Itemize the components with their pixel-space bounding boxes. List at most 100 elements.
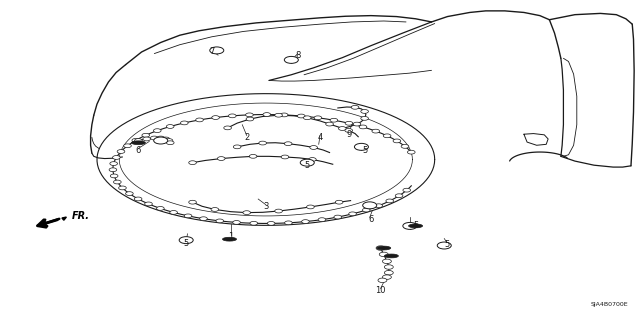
Circle shape <box>212 116 220 119</box>
Text: 10: 10 <box>375 286 386 295</box>
Circle shape <box>134 139 142 142</box>
Text: 8: 8 <box>295 51 300 60</box>
Circle shape <box>110 162 118 166</box>
Circle shape <box>303 116 311 120</box>
Circle shape <box>150 136 158 140</box>
Circle shape <box>170 211 177 214</box>
Circle shape <box>157 136 164 140</box>
Circle shape <box>189 161 196 165</box>
Circle shape <box>308 158 316 161</box>
Circle shape <box>218 157 225 160</box>
Circle shape <box>383 275 392 279</box>
Circle shape <box>110 174 118 178</box>
Circle shape <box>275 209 282 213</box>
Circle shape <box>281 155 289 159</box>
Circle shape <box>249 154 257 158</box>
Circle shape <box>408 150 415 154</box>
Circle shape <box>339 127 346 130</box>
Circle shape <box>285 221 292 225</box>
Circle shape <box>200 217 207 221</box>
Circle shape <box>301 220 309 224</box>
Circle shape <box>210 47 224 54</box>
Circle shape <box>385 271 394 275</box>
Circle shape <box>180 121 188 125</box>
Ellipse shape <box>408 224 422 228</box>
Circle shape <box>211 208 219 211</box>
Circle shape <box>246 113 253 117</box>
Circle shape <box>307 205 314 209</box>
Circle shape <box>224 126 232 130</box>
Circle shape <box>234 145 241 149</box>
Circle shape <box>334 215 342 219</box>
Circle shape <box>132 138 140 142</box>
Circle shape <box>134 197 142 201</box>
Circle shape <box>145 202 152 206</box>
Text: 5: 5 <box>413 221 418 230</box>
Ellipse shape <box>377 246 391 250</box>
Circle shape <box>162 137 170 141</box>
Circle shape <box>335 200 343 204</box>
Circle shape <box>243 211 250 214</box>
Polygon shape <box>62 217 67 220</box>
Text: SJA4B0700E: SJA4B0700E <box>591 302 628 308</box>
Text: 6: 6 <box>136 145 141 154</box>
Circle shape <box>300 159 314 166</box>
Circle shape <box>113 156 120 160</box>
Text: FR.: FR. <box>72 211 90 221</box>
Circle shape <box>403 188 410 192</box>
Circle shape <box>275 113 282 117</box>
Circle shape <box>154 137 168 144</box>
Text: 1: 1 <box>228 233 234 241</box>
Circle shape <box>154 129 161 132</box>
Circle shape <box>359 125 367 129</box>
Circle shape <box>263 113 271 116</box>
Circle shape <box>166 125 174 128</box>
Circle shape <box>189 200 196 204</box>
Circle shape <box>393 139 401 143</box>
Circle shape <box>184 214 192 218</box>
Circle shape <box>355 143 369 150</box>
Circle shape <box>362 208 370 212</box>
Text: 4: 4 <box>317 133 323 142</box>
Text: 2: 2 <box>244 133 250 142</box>
Circle shape <box>113 180 121 184</box>
Circle shape <box>383 259 392 263</box>
Circle shape <box>318 218 326 221</box>
Text: 3: 3 <box>263 203 269 211</box>
Circle shape <box>228 114 236 118</box>
Circle shape <box>117 150 125 153</box>
Circle shape <box>376 246 385 250</box>
Text: 5: 5 <box>362 145 367 154</box>
Circle shape <box>401 145 409 148</box>
Circle shape <box>345 122 353 125</box>
Circle shape <box>246 117 253 121</box>
Circle shape <box>314 116 322 120</box>
Circle shape <box>125 192 133 196</box>
Circle shape <box>165 139 173 142</box>
Text: 5: 5 <box>445 241 450 249</box>
Circle shape <box>124 144 131 148</box>
Circle shape <box>259 141 266 145</box>
Circle shape <box>326 122 333 126</box>
Circle shape <box>109 168 116 172</box>
Circle shape <box>345 129 353 132</box>
Ellipse shape <box>131 141 145 145</box>
Circle shape <box>386 199 394 203</box>
Text: 5: 5 <box>305 161 310 170</box>
Circle shape <box>396 194 403 197</box>
Circle shape <box>361 109 369 113</box>
Circle shape <box>284 142 292 145</box>
Circle shape <box>363 202 377 209</box>
Circle shape <box>385 265 394 269</box>
Circle shape <box>353 122 361 126</box>
Text: 9: 9 <box>346 130 351 139</box>
Text: 6: 6 <box>368 215 374 224</box>
Circle shape <box>196 118 204 122</box>
Circle shape <box>166 141 174 145</box>
Circle shape <box>118 186 126 190</box>
Circle shape <box>280 113 288 117</box>
Circle shape <box>349 212 356 216</box>
Ellipse shape <box>385 254 398 258</box>
Circle shape <box>351 105 359 109</box>
Circle shape <box>378 278 387 283</box>
